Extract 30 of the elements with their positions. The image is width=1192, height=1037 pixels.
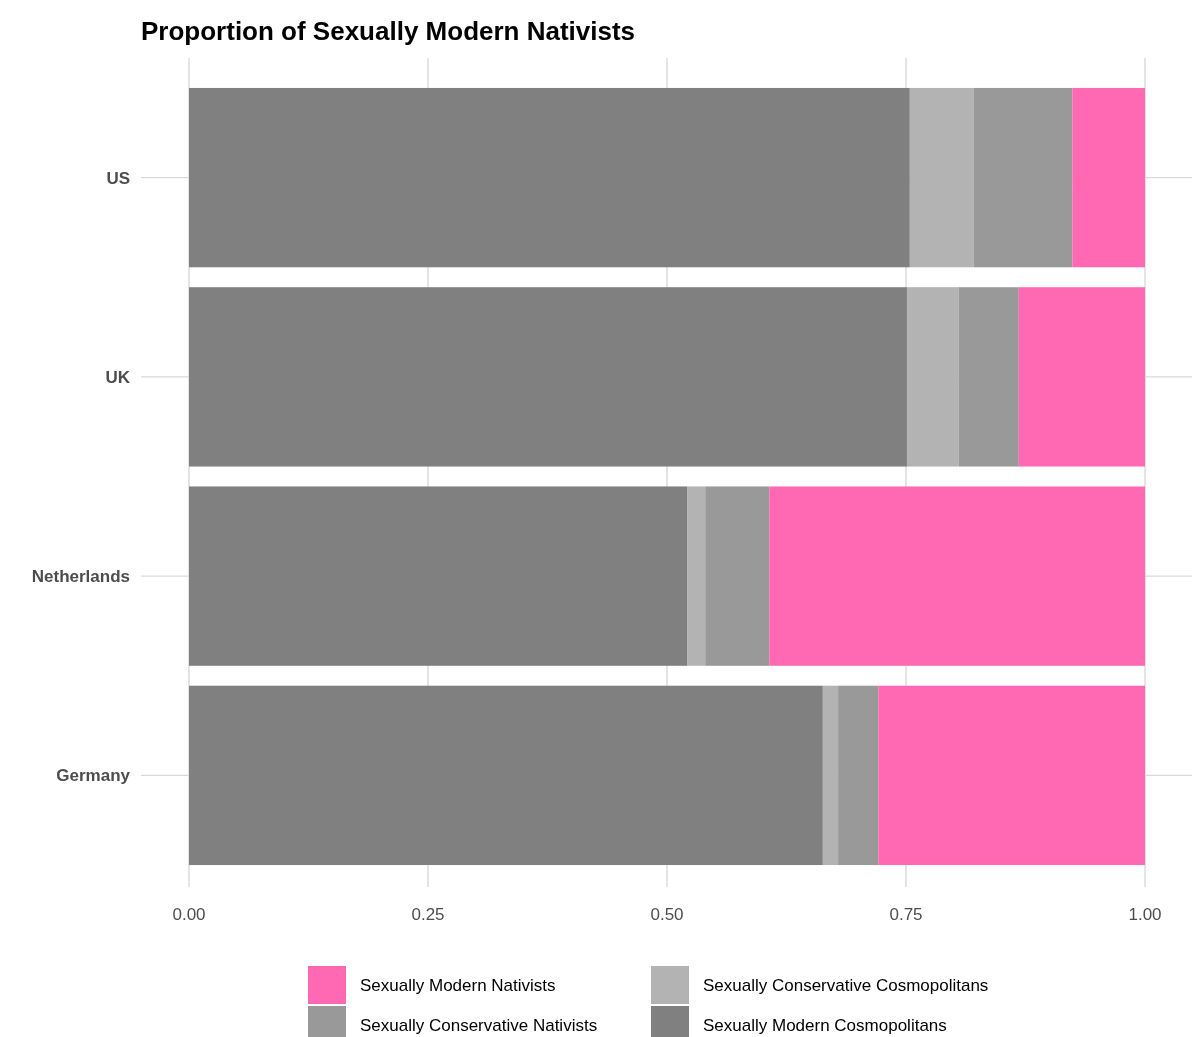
bar bbox=[822, 685, 839, 866]
x-tick-label: 1.00 bbox=[1128, 905, 1162, 924]
chart-title: Proportion of Sexually Modern Nativists bbox=[141, 16, 636, 46]
y-tick-label: US bbox=[106, 168, 130, 188]
y-tick-label: UK bbox=[105, 367, 131, 387]
x-tick-label: 0.75 bbox=[889, 905, 923, 924]
y-tick-label: Germany bbox=[56, 766, 131, 786]
bar bbox=[878, 685, 1145, 866]
x-tick-label: 0.25 bbox=[411, 905, 445, 924]
bar bbox=[906, 287, 959, 467]
bar bbox=[838, 685, 879, 866]
legend-label: Sexually Modern Nativists bbox=[360, 975, 556, 995]
bar bbox=[973, 87, 1073, 268]
bar bbox=[189, 486, 688, 666]
bar bbox=[909, 87, 974, 268]
bar bbox=[705, 486, 770, 666]
x-tick-label: 0.00 bbox=[172, 905, 206, 924]
bar bbox=[189, 87, 910, 268]
bar bbox=[189, 287, 907, 467]
legend-label: Sexually Conservative Nativists bbox=[360, 1015, 598, 1035]
bar bbox=[958, 287, 1019, 467]
y-tick-label: Netherlands bbox=[31, 567, 130, 587]
bar bbox=[189, 685, 823, 866]
bar bbox=[687, 486, 706, 666]
legend-label: Sexually Conservative Cosmopolitans bbox=[703, 975, 989, 995]
bar bbox=[1018, 287, 1145, 467]
bar bbox=[769, 486, 1145, 666]
x-tick-label: 0.50 bbox=[650, 905, 684, 924]
bar bbox=[1072, 87, 1145, 268]
legend-label: Sexually Modern Cosmopolitans bbox=[703, 1015, 947, 1035]
